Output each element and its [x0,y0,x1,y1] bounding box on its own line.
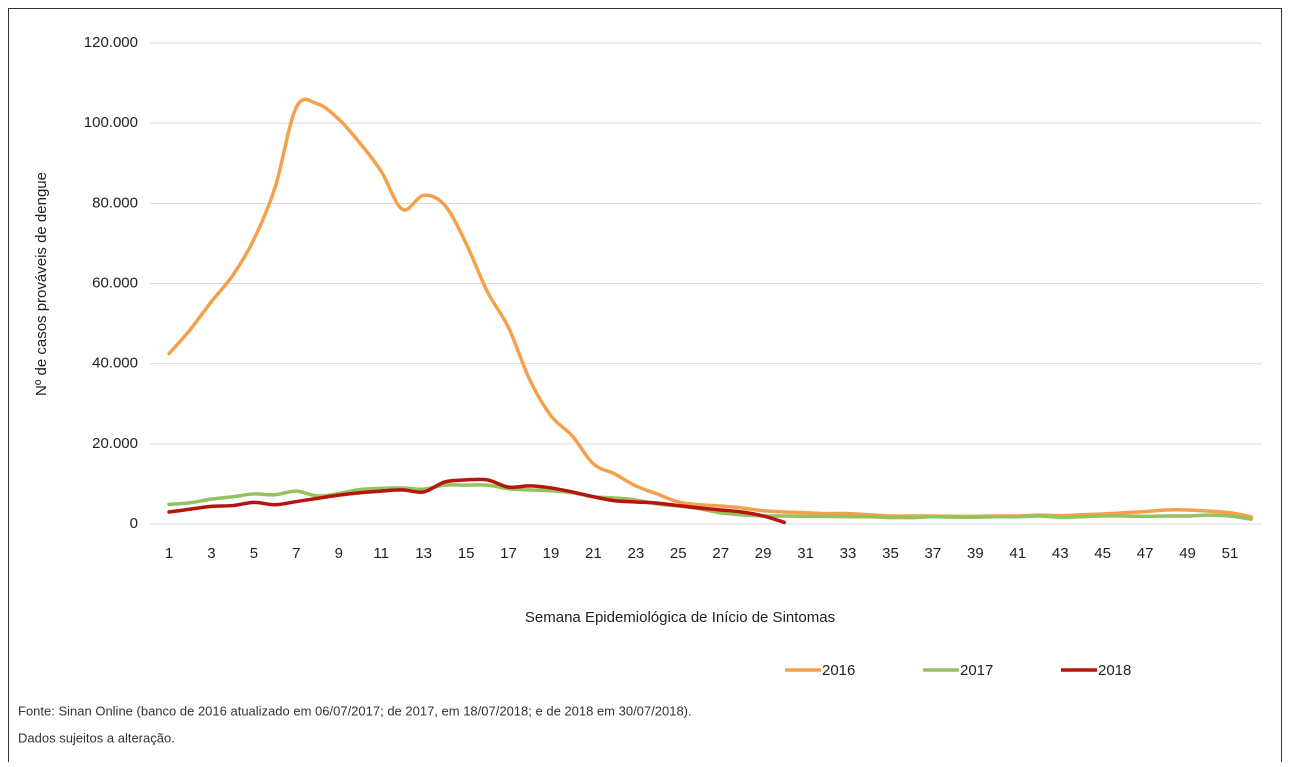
x-tick-label: 35 [882,545,899,562]
series-line [167,477,787,525]
x-tick-label: 31 [797,545,814,562]
y-tick-label: 120.000 [84,34,138,51]
y-tick-label: 20.000 [92,435,138,452]
x-tick-label: 39 [967,545,984,562]
x-tick-label: 43 [1052,545,1069,562]
footnote: Fonte: Sinan Online (banco de 2016 atual… [18,703,692,718]
x-tick-label: 21 [585,545,602,562]
y-tick-label: 60.000 [92,274,138,291]
y-tick-label: 100.000 [84,114,138,131]
x-tick-label: 7 [292,545,300,562]
x-tick-label: 27 [712,545,729,562]
x-tick-label: 17 [500,545,517,562]
x-tick-label: 25 [670,545,687,562]
x-tick-label: 23 [627,545,644,562]
x-tick-label: 5 [250,545,258,562]
x-tick-label: 9 [335,545,343,562]
y-axis-label: Nº de casos prováveis de dengue [33,172,50,396]
footnote: Dados sujeitos a alteração. [18,730,175,745]
x-tick-label: 29 [755,545,772,562]
y-tick-label: 0 [130,515,138,532]
frame [8,8,1282,762]
series-line [167,483,1253,521]
x-tick-label: 37 [925,545,942,562]
series-line [167,97,1253,519]
x-tick-label: 19 [543,545,560,562]
x-axis-label: Semana Epidemiológica de Início de Sinto… [525,609,835,626]
x-tick-label: 3 [207,545,215,562]
x-tick-label: 45 [1094,545,1111,562]
x-tick-label: 13 [415,545,432,562]
x-tick-label: 33 [840,545,857,562]
x-tick-label: 49 [1179,545,1196,562]
x-tick-label: 51 [1222,545,1239,562]
x-tick-label: 1 [165,545,173,562]
legend-label: 2016 [822,662,855,679]
x-tick-label: 11 [373,545,389,562]
y-tick-label: 80.000 [92,194,138,211]
y-tick-label: 40.000 [92,355,138,372]
x-tick-label: 47 [1137,545,1154,562]
legend-label: 2017 [960,662,993,679]
x-tick-label: 15 [458,545,475,562]
x-tick-label: 41 [1009,545,1026,562]
legend-label: 2018 [1098,662,1131,679]
